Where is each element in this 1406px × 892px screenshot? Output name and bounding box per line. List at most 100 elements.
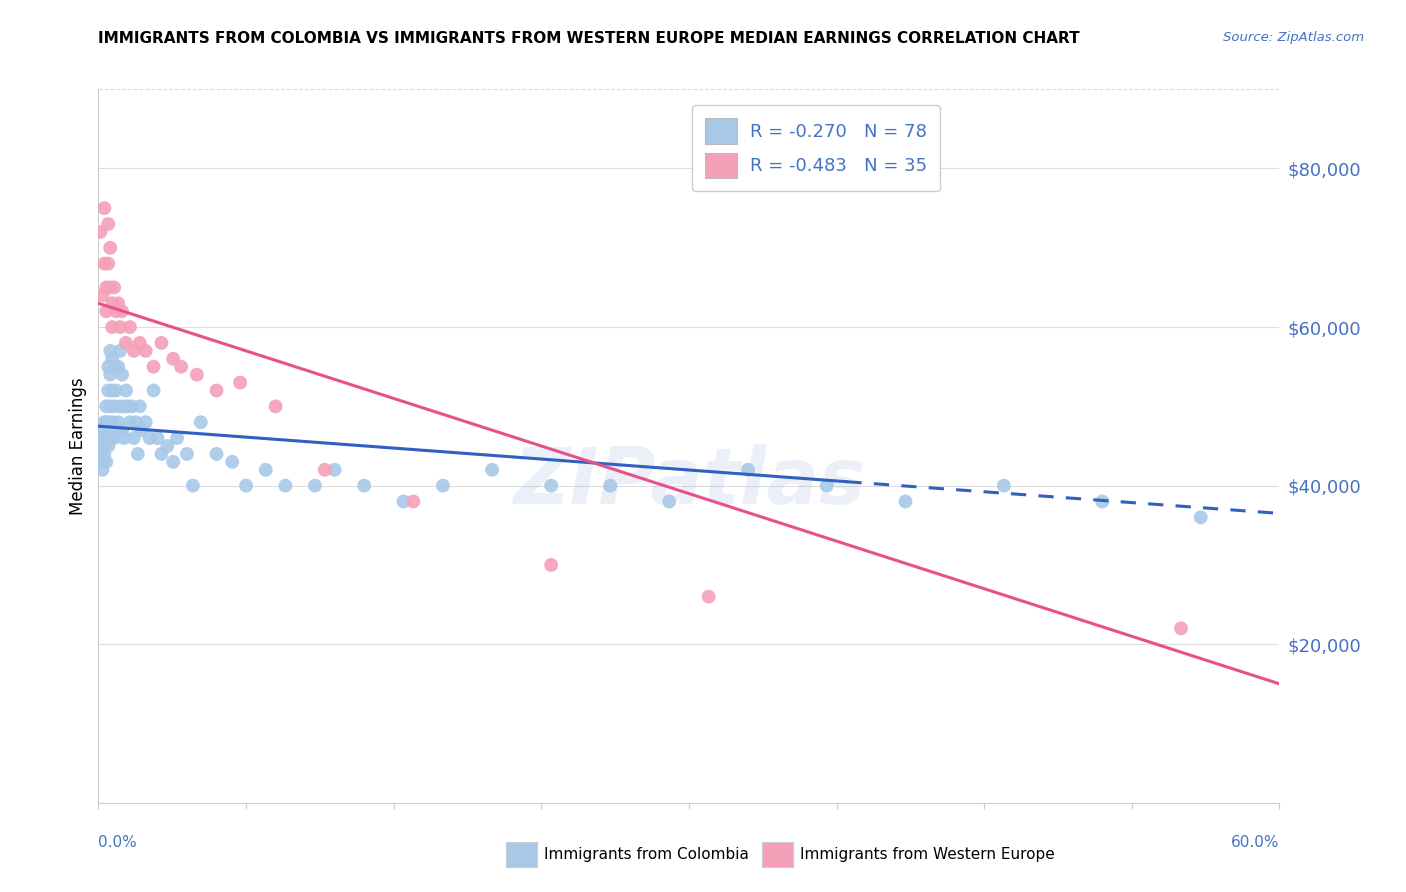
Point: [96, 415, 118, 429]
Point: [105, 384, 128, 398]
Point: [131, 423, 153, 437]
Point: [96, 400, 118, 414]
Point: [353, 478, 375, 492]
Point: [697, 590, 720, 604]
Point: [97, 217, 120, 231]
Point: [121, 400, 143, 414]
Point: [93, 415, 115, 429]
Point: [93, 201, 115, 215]
Point: [235, 478, 257, 492]
Point: [98, 400, 121, 414]
Point: [115, 335, 138, 350]
Point: [304, 478, 326, 492]
Point: [98, 343, 121, 358]
Point: [111, 423, 134, 437]
Point: [97, 257, 120, 271]
Point: [93, 439, 115, 453]
Point: [170, 359, 193, 374]
Point: [432, 478, 454, 492]
Point: [107, 296, 129, 310]
Point: [142, 384, 165, 398]
Point: [221, 455, 243, 469]
Point: [205, 384, 228, 398]
Point: [112, 400, 135, 414]
Point: [115, 384, 138, 398]
Point: [98, 431, 121, 445]
Point: [254, 463, 277, 477]
Text: IMMIGRANTS FROM COLOMBIA VS IMMIGRANTS FROM WESTERN EUROPE MEDIAN EARNINGS CORRE: IMMIGRANTS FROM COLOMBIA VS IMMIGRANTS F…: [98, 31, 1080, 46]
Text: Immigrants from Western Europe: Immigrants from Western Europe: [800, 847, 1054, 862]
Point: [108, 343, 131, 358]
Text: ZIPatlas: ZIPatlas: [513, 443, 865, 520]
Point: [107, 415, 129, 429]
Point: [101, 320, 124, 334]
Point: [93, 257, 115, 271]
Point: [101, 415, 124, 429]
Point: [402, 494, 425, 508]
Point: [392, 494, 415, 508]
Point: [181, 478, 204, 492]
Point: [205, 447, 228, 461]
Point: [1170, 621, 1192, 635]
Point: [91, 439, 114, 453]
Point: [894, 494, 917, 508]
Point: [150, 447, 173, 461]
Point: [150, 335, 173, 350]
Point: [103, 431, 125, 445]
Point: [229, 376, 252, 390]
Point: [138, 431, 160, 445]
Point: [112, 431, 135, 445]
Point: [162, 351, 184, 366]
Point: [103, 359, 125, 374]
Point: [108, 400, 131, 414]
Point: [93, 447, 115, 461]
Point: [93, 431, 115, 445]
Point: [190, 415, 212, 429]
Point: [142, 359, 165, 374]
Point: [122, 343, 145, 358]
Point: [737, 463, 759, 477]
Y-axis label: Median Earnings: Median Earnings: [69, 377, 87, 515]
Point: [97, 384, 120, 398]
Point: [91, 423, 114, 437]
Point: [103, 280, 125, 294]
Point: [111, 368, 134, 382]
Point: [107, 359, 129, 374]
Point: [658, 494, 681, 508]
Point: [166, 431, 188, 445]
Point: [186, 368, 208, 382]
Point: [540, 558, 562, 572]
Point: [122, 431, 145, 445]
Point: [162, 455, 184, 469]
Point: [118, 320, 141, 334]
Point: [97, 359, 120, 374]
Point: [128, 335, 150, 350]
Point: [103, 400, 125, 414]
Point: [105, 304, 128, 318]
Point: [111, 304, 134, 318]
Point: [97, 439, 120, 453]
Point: [156, 439, 179, 453]
Point: [815, 478, 838, 492]
Point: [1091, 494, 1114, 508]
Text: Immigrants from Colombia: Immigrants from Colombia: [544, 847, 749, 862]
Point: [135, 415, 157, 429]
Point: [96, 455, 118, 469]
Point: [91, 463, 114, 477]
Point: [993, 478, 1015, 492]
Point: [91, 288, 114, 302]
Point: [101, 384, 124, 398]
Point: [118, 415, 141, 429]
Point: [101, 351, 124, 366]
Point: [96, 280, 118, 294]
Point: [91, 455, 114, 469]
Point: [98, 368, 121, 382]
Point: [125, 415, 148, 429]
Point: [105, 423, 128, 437]
Point: [89, 431, 111, 445]
Point: [101, 296, 124, 310]
Point: [176, 447, 198, 461]
Point: [135, 343, 157, 358]
Text: 60.0%: 60.0%: [1232, 836, 1279, 850]
Point: [98, 241, 121, 255]
